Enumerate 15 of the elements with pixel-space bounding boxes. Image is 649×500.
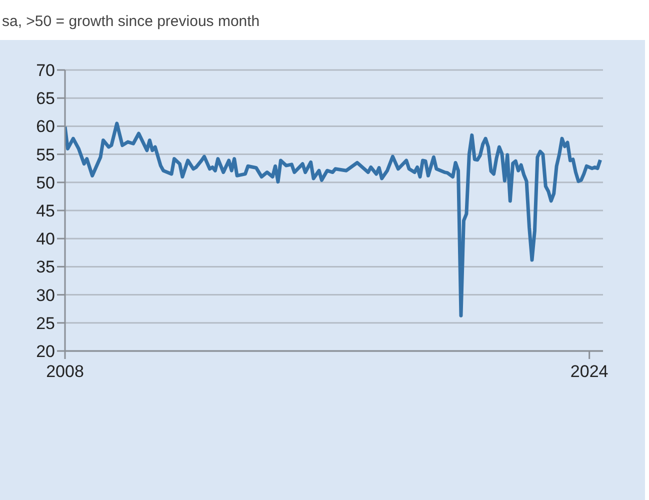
y-tick-label: 30: [36, 286, 55, 305]
line-series: [65, 122, 602, 318]
x-tick-label: 2008: [46, 362, 84, 382]
y-tick-label: 45: [36, 202, 55, 221]
chart-subtitle: sa, >50 = growth since previous month: [1, 12, 261, 32]
y-tick-label: 35: [36, 258, 55, 277]
y-tick-label: 50: [36, 173, 55, 192]
y-tick-label: 25: [36, 314, 55, 333]
y-tick-label: 40: [36, 230, 55, 249]
y-tick-label: 55: [36, 145, 55, 164]
y-tick-label: 70: [36, 61, 55, 80]
y-tick-label: 60: [36, 117, 55, 136]
y-tick-label: 65: [36, 89, 55, 108]
x-tick-label: 2024: [570, 362, 608, 382]
y-tick-label: 20: [36, 342, 55, 362]
